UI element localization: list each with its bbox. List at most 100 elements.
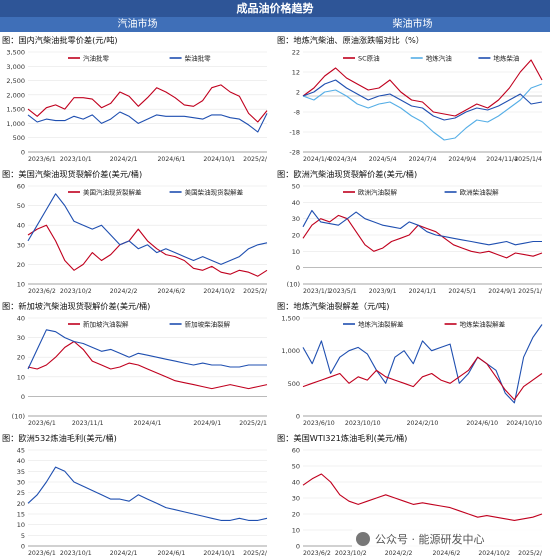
y-tick-label: 15 [17, 511, 25, 519]
chart-svg: 10 20 30 40 50 60 2023/6/2 2023/10/2 2024/2/2 202… [17, 183, 268, 296]
y-tick-label: 10 [17, 521, 25, 529]
x-tick-label: 2024/10/2 [478, 550, 510, 557]
y-tick-label: 30 [17, 479, 25, 487]
chart-title: 图：欧洲532炼油毛利(美元/桶) [2, 433, 117, 443]
legend-label: 汽油批零 [83, 54, 110, 63]
legend-label: 柴油批零 [185, 54, 212, 63]
x-tick-label: 2024/5/1 [448, 288, 476, 295]
chart-panel-eu-crack: 图：欧洲汽柴油现货裂解价差(美元/桶) (10) 0 10 20 30 40 50 2023/… [275, 168, 550, 296]
chart-panel-us-margin: 图：美国WTI321炼油毛利(美元/桶) 0 10 20 30 40 50 60 2023/6… [275, 432, 550, 558]
y-tick-label: 3,000 [6, 63, 25, 71]
chart-panel-eu-margin: 图：欧洲532炼油毛利(美元/桶) 0 5 10 15 20 25 30 35 40 45 2023… [0, 432, 275, 558]
y-tick-label: 1,000 [6, 120, 25, 128]
series-line [27, 466, 268, 521]
chart-title: 图：新加坡汽柴油现货裂解价差(美元/桶) [2, 301, 151, 311]
series-line [27, 111, 268, 133]
x-tick-label: 2024/11/4 [486, 156, 518, 163]
x-tick-label: 2024/4/1 [134, 420, 162, 427]
y-tick-label: 30 [292, 215, 300, 223]
x-tick-label: 2023/9/1 [369, 288, 397, 295]
x-tick-label: 2024/9/4 [448, 156, 476, 163]
y-tick-label: 30 [17, 241, 25, 249]
x-tick-label: 2025/2/ [518, 550, 543, 557]
y-tick-label: 35 [17, 468, 25, 476]
wechat-icon [356, 532, 370, 546]
legend-label: 地炼柴油裂解差 [460, 320, 506, 329]
y-tick-label: 60 [17, 183, 25, 191]
y-tick-label: 2 [296, 89, 300, 97]
x-tick-label: 2023/1/1 [303, 288, 331, 295]
y-tick-label: 20 [17, 500, 25, 508]
x-tick-label: 2024/6/1 [158, 156, 186, 163]
x-tick-label: 2023/5/1 [329, 288, 357, 295]
chart-title: 图：美国汽柴油现货裂解价差(美元/桶) [2, 169, 143, 179]
y-tick-label: 0 [21, 393, 25, 401]
x-tick-label: 2024/9/1 [488, 288, 516, 295]
x-tick-label: 2023/10/1 [60, 156, 92, 163]
y-tick-label: 30 [17, 334, 25, 342]
legend-label: 欧洲柴油裂解 [460, 188, 500, 197]
x-tick-label: 2023/6/2 [28, 288, 56, 295]
legend-label: 地炼柴油 [493, 54, 519, 63]
chart-svg: (10) 0 10 20 30 40 2023/6/1 2023/11/1 2024/4/1 20… [12, 315, 268, 427]
y-tick-label: 30 [292, 495, 300, 503]
y-tick-label: 50 [17, 202, 25, 210]
series-line [302, 356, 543, 401]
y-tick-label: 20 [17, 354, 25, 362]
x-tick-label: 2023/6/1 [28, 550, 56, 557]
y-tick-label: 40 [292, 479, 300, 487]
y-tick-label: 0 [296, 543, 300, 551]
x-tick-label: 2024/2/1 [110, 156, 138, 163]
x-tick-label: 2024/2/2 [385, 550, 413, 557]
chart-panel-local-refinery-change: 图：地炼汽柴油、原油涨跌幅对比（%） -28 -18 -8 2 12 22 2024/1/4… [275, 34, 550, 164]
x-tick-label: 2023/6/1 [28, 420, 56, 427]
legend-label: 欧洲汽油裂解 [358, 188, 398, 197]
x-tick-label: 2025/1/4 [514, 156, 542, 163]
series-line [302, 473, 543, 521]
legend-label: 美国汽油现货裂解差 [83, 188, 142, 197]
x-tick-label: 2024/6/10 [466, 420, 498, 427]
y-tick-label: 40 [17, 457, 25, 465]
x-tick-label: 2024/10/1 [203, 550, 235, 557]
x-tick-label: 2024/5/4 [369, 156, 397, 163]
y-tick-label: 10 [292, 248, 300, 256]
series-line [302, 59, 543, 117]
page-title: 成品油价格趋势 [0, 0, 550, 17]
watermark-text: 公众号 · 能源研发中心 [375, 533, 485, 546]
legend-label: 地炼汽油 [426, 54, 452, 63]
x-tick-label: 2024/2/10 [407, 420, 439, 427]
chart-title: 图：地炼汽柴油裂解差（元/吨) [277, 301, 390, 311]
y-tick-label: 25 [17, 489, 25, 497]
series-line [302, 79, 543, 121]
chart-title: 图：美国WTI321炼油毛利(美元/桶) [277, 433, 408, 443]
series-line [302, 214, 543, 259]
x-tick-label: 2023/10/2 [335, 550, 367, 557]
y-tick-label: 0 [296, 264, 300, 272]
y-tick-label: 10 [17, 281, 25, 289]
y-tick-label: 40 [17, 222, 25, 230]
legend-label: 美国柴油现货裂解差 [185, 188, 244, 197]
y-tick-label: 0 [21, 149, 25, 157]
y-tick-label: 22 [292, 49, 300, 57]
legend-label: SC原油 [358, 54, 380, 63]
watermark: 公众号 · 能源研发中心 [352, 528, 546, 550]
series-line [27, 193, 268, 265]
chart-title: 图：地炼汽柴油、原油涨跌幅对比（%） [277, 35, 424, 45]
y-tick-label: 20 [292, 511, 300, 519]
x-tick-label: 2024/2/2 [110, 288, 138, 295]
series-line [27, 84, 268, 123]
x-tick-label: 2024/10/1 [203, 156, 235, 163]
series-line [27, 340, 268, 390]
chart-panel-us-crack: 图：美国汽柴油现货裂解价差(美元/桶) 10 20 30 40 50 60 2023/6/2… [0, 168, 275, 296]
y-tick-label: 5 [21, 532, 25, 540]
y-tick-label: -8 [294, 109, 300, 117]
y-tick-label: 500 [13, 134, 25, 142]
x-tick-label: 2023/11/1 [72, 420, 104, 427]
y-tick-label: 500 [288, 380, 300, 388]
y-tick-label: 45 [17, 447, 25, 455]
y-tick-label: 50 [292, 183, 300, 191]
y-tick-label: 3,500 [6, 49, 25, 57]
